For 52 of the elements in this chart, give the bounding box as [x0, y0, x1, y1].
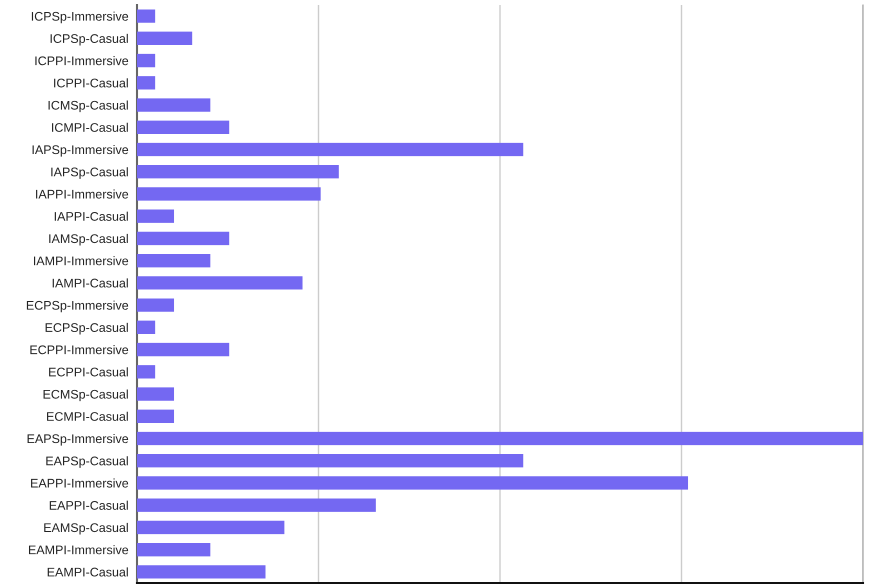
- bar: [137, 165, 339, 178]
- bar: [137, 565, 266, 579]
- bar: [137, 342, 230, 356]
- y-tick-label: IAPPI-Immersive: [36, 189, 128, 199]
- y-tick-label: IAPSp-Immersive: [32, 144, 128, 157]
- y-tick-label: ICPPI-Casual: [54, 78, 128, 88]
- y-tick-label: ICMPI-Casual: [52, 122, 128, 132]
- y-tick-label: EAMSp-Casual: [44, 522, 128, 535]
- bar: [137, 98, 210, 112]
- bar: [137, 142, 524, 156]
- bar: [137, 298, 174, 312]
- bar: [137, 32, 192, 46]
- bar: [137, 454, 524, 468]
- bar: [137, 187, 321, 201]
- y-tick-label: ECMPI-Casual: [47, 412, 128, 421]
- bar: [137, 542, 210, 556]
- y-tick-label: EAMPI-Casual: [48, 567, 128, 577]
- y-tick-label: ECPSp-Immersive: [26, 300, 128, 312]
- y-tick-label: IAPPI-Casual: [54, 212, 128, 221]
- bar: [137, 432, 863, 446]
- bar: [137, 232, 230, 246]
- bar: [137, 365, 156, 378]
- y-tick-label: EAPPI-Immersive: [31, 478, 128, 488]
- bar: [137, 410, 174, 423]
- bar: [137, 498, 376, 512]
- bar: [137, 54, 156, 68]
- y-tick-label: EAMPI-Immersive: [28, 545, 128, 554]
- y-tick-label: ICMSp-Casual: [48, 100, 128, 112]
- bar: [137, 76, 156, 90]
- y-tick-label: IAMPI-Immersive: [34, 256, 128, 266]
- bar: [137, 254, 210, 268]
- y-tick-label: ICPSp-Immersive: [32, 12, 128, 24]
- bar: [137, 120, 230, 134]
- bar: [137, 210, 174, 223]
- y-tick-label: EAPSp-Casual: [46, 456, 128, 468]
- y-tick-label: ECPPI-Casual: [49, 367, 128, 376]
- bar: [137, 9, 156, 23]
- y-tick-label: IAMPI-Casual: [52, 278, 128, 288]
- y-tick-label: ECPSp-Casual: [46, 322, 128, 334]
- y-tick-label: ICPPI-Immersive: [35, 56, 128, 66]
- y-tick-label: EAPPI-Casual: [50, 500, 128, 510]
- bar: [137, 387, 174, 401]
- bar: [137, 320, 156, 334]
- y-tick-label: ECMSp-Casual: [44, 390, 128, 402]
- bar: [137, 276, 303, 290]
- y-tick-label: IAPSp-Casual: [51, 167, 128, 179]
- y-tick-label: ICPSp-Casual: [50, 34, 128, 46]
- bar: [137, 520, 284, 534]
- y-tick-label: EAPSp-Immersive: [28, 434, 128, 446]
- bar: [137, 476, 688, 490]
- y-tick-label: ECPPI-Immersive: [30, 345, 128, 354]
- y-tick-label: IAMSp-Casual: [49, 234, 128, 246]
